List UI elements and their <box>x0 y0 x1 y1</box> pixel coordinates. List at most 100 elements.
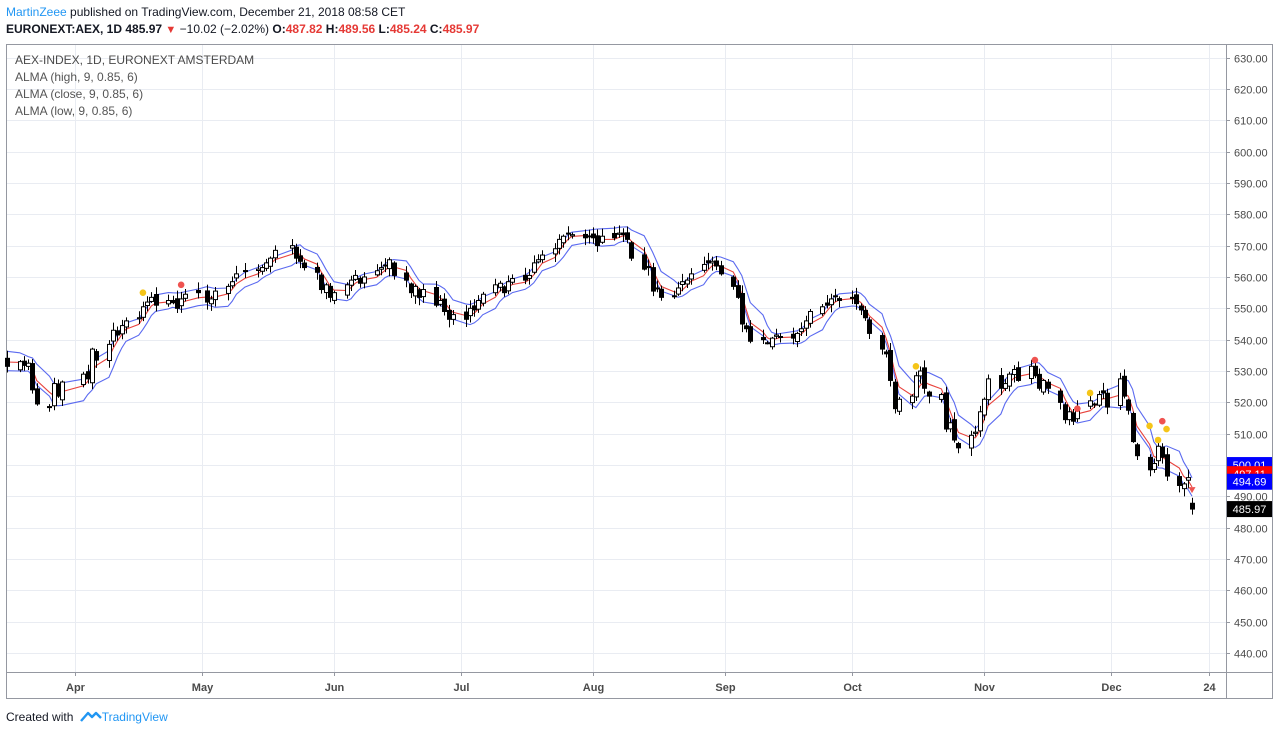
candle-body <box>676 287 681 295</box>
candle <box>493 278 498 296</box>
candle-body <box>748 326 753 342</box>
candle <box>621 228 626 243</box>
candle-body <box>264 262 269 269</box>
candle <box>328 283 333 303</box>
author-link[interactable]: MartinZeee <box>6 5 67 19</box>
candle-body <box>328 285 333 298</box>
published-text: published on TradingView.com, December 2… <box>70 5 406 19</box>
candle-body <box>532 262 537 273</box>
candle <box>179 291 184 313</box>
candle <box>1148 454 1153 477</box>
candle <box>676 281 681 296</box>
candle <box>421 284 426 303</box>
candle-body <box>523 274 528 281</box>
candle <box>345 282 350 299</box>
x-tick-label: Apr <box>66 682 86 694</box>
candle-body <box>1037 373 1042 389</box>
signal-dot <box>1163 425 1170 433</box>
candle-body <box>659 288 664 298</box>
candle-body <box>702 263 707 271</box>
candle <box>1105 388 1110 415</box>
candle-body <box>651 267 656 292</box>
candle-body <box>175 298 180 309</box>
x-tick-label: Jun <box>325 682 345 694</box>
candle <box>561 234 566 248</box>
candle-body <box>154 294 159 306</box>
candle <box>226 283 231 301</box>
candle <box>468 300 473 323</box>
tradingview-brand[interactable]: TradingView <box>101 710 168 724</box>
price-axis: 630.00 620.00 610.00 600.00 590.00 580.00 570.… <box>1226 54 1268 661</box>
candle <box>804 315 809 337</box>
candle-body <box>795 332 800 343</box>
candle-body <box>1118 378 1123 407</box>
candle-body <box>476 300 481 310</box>
candle-body <box>918 370 923 377</box>
candle-body <box>689 273 694 280</box>
candle <box>141 301 146 322</box>
candle <box>719 260 724 276</box>
candle <box>740 285 745 333</box>
y-tick-label: 490.00 <box>1234 492 1268 504</box>
candle-body <box>952 419 957 441</box>
close-value: 485.97 <box>442 22 480 36</box>
candle-body <box>1165 454 1170 477</box>
candle-body <box>387 259 392 270</box>
candle <box>969 430 974 457</box>
candle <box>570 232 575 239</box>
close-label: C: <box>429 22 443 36</box>
x-tick-label: Dec <box>1101 682 1121 694</box>
high-value: 489.56 <box>338 22 376 36</box>
signal-dot <box>177 281 185 289</box>
candle-body <box>30 363 35 391</box>
candle <box>952 412 957 443</box>
candle <box>183 288 188 302</box>
candle-body <box>740 292 745 325</box>
candle-body <box>205 290 210 303</box>
candle <box>94 349 99 368</box>
candle <box>22 356 27 371</box>
candle-body <box>536 259 541 263</box>
candle-body <box>583 233 588 239</box>
candle <box>298 249 303 269</box>
candle-body <box>621 232 626 236</box>
signal-dots <box>139 281 1196 494</box>
down-triangle-icon: ▼ <box>165 24 177 36</box>
candle <box>434 281 439 308</box>
candle <box>680 273 685 292</box>
legend-alma-low: ALMA (low, 9, 0.85, 6) <box>15 104 133 118</box>
candle-body <box>1058 390 1063 403</box>
y-tick-label: 520.00 <box>1234 398 1268 410</box>
candle-body <box>867 319 872 334</box>
candle <box>808 308 813 328</box>
footer: Created with TradingView <box>6 709 168 725</box>
candle <box>315 262 320 280</box>
candle <box>532 255 537 275</box>
candle-body <box>999 375 1004 389</box>
candle-body <box>413 285 418 297</box>
legend-alma-high: ALMA (high, 9, 0.85, 6) <box>15 70 138 84</box>
candle-body <box>362 276 367 284</box>
candle-body <box>47 406 52 409</box>
candle-body <box>498 282 503 288</box>
candle-body <box>90 348 95 384</box>
candle-body <box>808 310 813 324</box>
candle <box>60 380 65 407</box>
candle-body <box>1088 400 1093 407</box>
candle-body <box>472 305 477 311</box>
price-label: 485.97 <box>1227 501 1272 518</box>
candle-body <box>1007 373 1012 387</box>
candle-body <box>685 279 690 285</box>
candle <box>778 333 783 343</box>
candle-body <box>986 378 991 401</box>
candle <box>646 259 651 276</box>
candle <box>451 309 456 325</box>
down-marker-icon <box>1188 487 1196 494</box>
candle-body <box>731 276 736 287</box>
candle <box>375 264 380 277</box>
candle-body <box>273 249 278 259</box>
price-change: −10.02 (−2.02%) <box>179 22 270 36</box>
candle-body <box>60 381 65 401</box>
legend-title: AEX-INDEX, 1D, EURONEXT AMSTERDAM <box>15 53 255 67</box>
